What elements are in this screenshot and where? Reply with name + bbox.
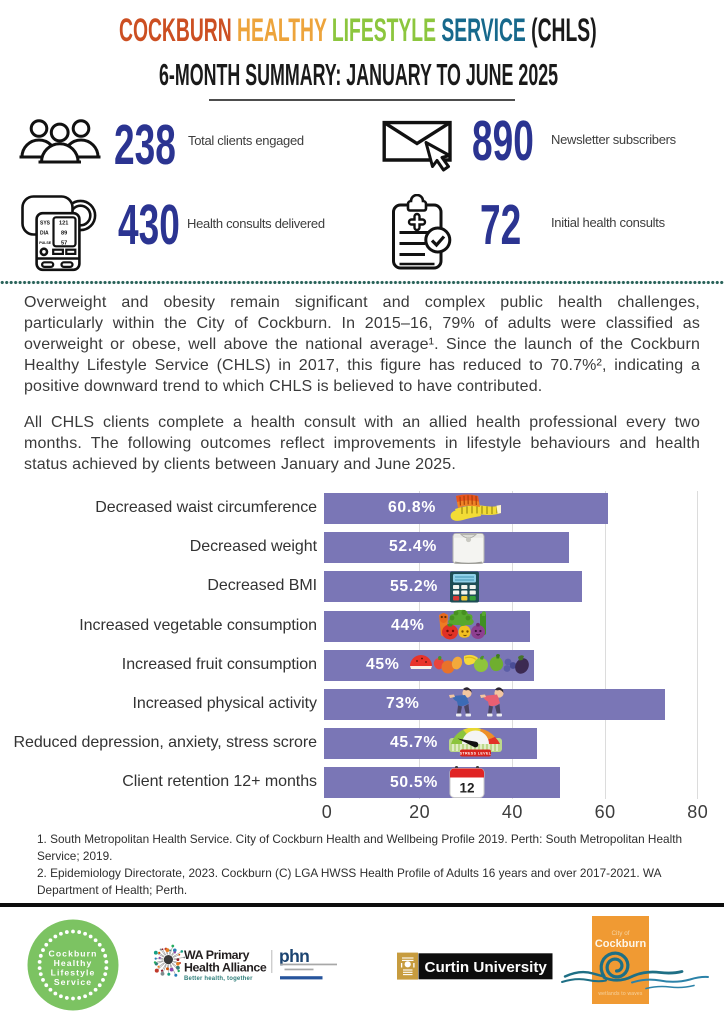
svg-text:57: 57: [61, 241, 67, 247]
svg-text:Cockburn: Cockburn: [595, 938, 647, 950]
svg-text:Health Alliance: Health Alliance: [184, 961, 267, 975]
svg-text:wetlands to waves: wetlands to waves: [598, 991, 643, 997]
svg-text:Healthy: Healthy: [54, 958, 93, 968]
svg-text:12: 12: [459, 781, 474, 796]
svg-text:Cockburn: Cockburn: [49, 949, 98, 959]
svg-text:STRESS LEVEL: STRESS LEVEL: [460, 752, 492, 756]
svg-text:phn: phn: [279, 946, 309, 966]
svg-text:SYS: SYS: [40, 221, 51, 227]
svg-text:Better health, together: Better health, together: [184, 976, 253, 982]
svg-text:Lifestyle: Lifestyle: [51, 968, 96, 978]
svg-text:City of: City of: [611, 930, 629, 937]
svg-text:Service: Service: [54, 977, 92, 987]
svg-text:PULSE: PULSE: [39, 241, 52, 245]
svg-text:DIA: DIA: [40, 231, 49, 237]
svg-text:89: 89: [61, 231, 67, 237]
svg-text:WA Primary: WA Primary: [184, 948, 250, 962]
svg-text:Curtin University: Curtin University: [425, 959, 548, 976]
svg-text:121: 121: [59, 221, 68, 227]
